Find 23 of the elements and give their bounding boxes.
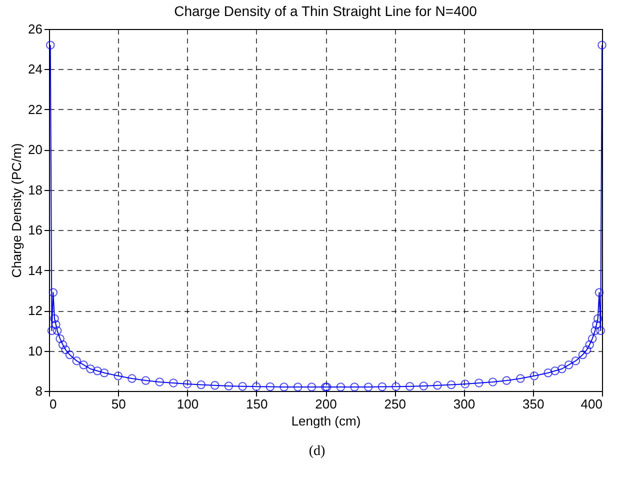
x-tick-label: 250 [384,396,406,412]
y-tick-label: 26 [28,22,42,36]
y-axis-title: Charge Density (PC/m) [9,143,24,278]
x-tick-label: 300 [453,396,476,412]
x-axis-title: Length (cm) [291,414,361,428]
x-tick-label: 150 [246,396,268,412]
x-tick-label: 100 [176,396,199,412]
y-tick-label: 14 [28,262,42,278]
y-tick-label: 16 [28,222,42,238]
y-tick-label: 20 [28,142,42,158]
x-tick-label: 350 [522,396,544,412]
y-tick-label: 18 [28,182,42,198]
y-tick-label: 10 [28,343,42,358]
x-tick-label: 200 [315,396,337,412]
y-tick-label: 12 [28,303,42,318]
x-tick-label: 400 [580,396,602,412]
x-tick-label: 0 [50,396,57,412]
y-tick-label: 8 [35,384,42,398]
y-tick-label: 24 [28,62,42,77]
y-tick-label: 22 [28,102,42,117]
x-tick-label: 50 [111,396,126,412]
chart-title: Charge Density of a Thin Straight Line for N=400 [174,3,478,19]
text: (d) [308,444,326,460]
